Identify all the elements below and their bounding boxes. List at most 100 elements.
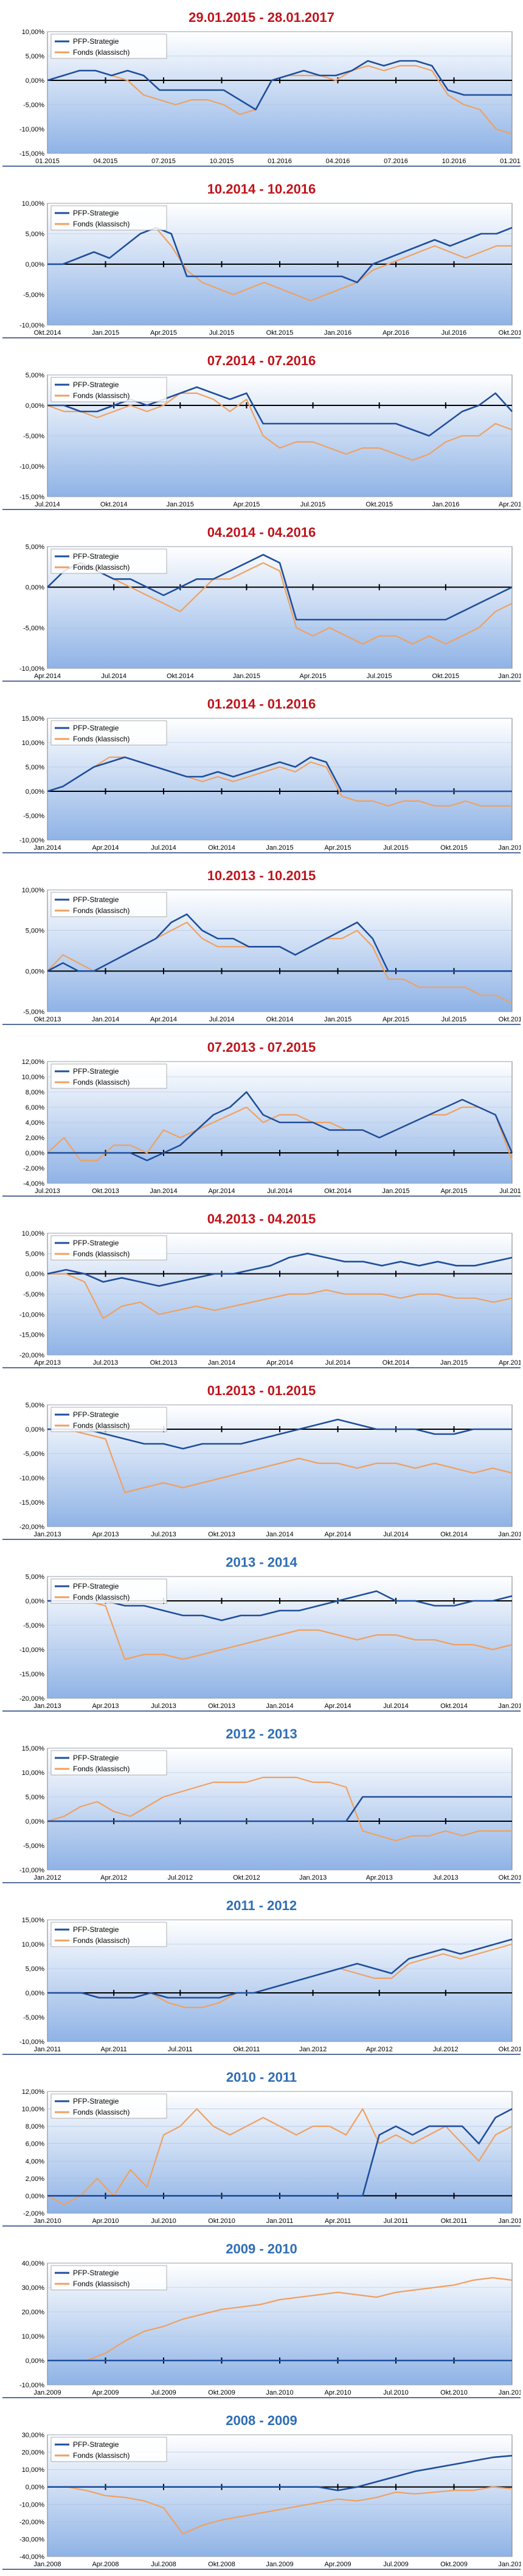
y-tick-label: 10,00% bbox=[22, 1230, 45, 1237]
chart-title: 2011 - 2012 bbox=[226, 1898, 297, 1913]
chart-panel: 07.2013 - 07.2015 -4,00% -2,00% 0,00% 2,00% 4… bbox=[2, 1034, 521, 1197]
x-tick-label: Apr.2014 bbox=[150, 1016, 177, 1023]
y-tick-label: 5,00% bbox=[26, 544, 44, 551]
chart-panel: 2012 - 2013 -10,00% -5,00% 0,00% 5,00% 10,00%… bbox=[2, 1720, 521, 1883]
legend-box bbox=[50, 1750, 167, 1776]
y-tick-label: 0,00% bbox=[26, 1818, 44, 1825]
y-tick-label: -10,00% bbox=[19, 126, 44, 133]
x-tick-label: Jul.2013 bbox=[433, 1874, 459, 1881]
chart-svg: 10.2014 - 10.2016 -10,00% -5,00% 0,00% 5,00%… bbox=[2, 181, 521, 338]
x-tick-label: Jul.2008 bbox=[151, 2561, 176, 2568]
x-tick-label: Jan.2014 bbox=[150, 1188, 177, 1195]
x-tick-label: 10.2016 bbox=[442, 158, 466, 165]
x-tick-label: Jul.2012 bbox=[433, 2046, 459, 2053]
x-tick-label: Apr.2014 bbox=[324, 1531, 351, 1538]
x-tick-label: Jul.2015 bbox=[209, 329, 235, 337]
legend-label-fund: Fonds (klassisch) bbox=[73, 48, 130, 57]
legend-label-strategy: PFP-Strategie bbox=[73, 37, 119, 46]
y-tick-label: 10,00% bbox=[22, 740, 45, 747]
x-tick-label: Apr.2013 bbox=[92, 1531, 119, 1538]
x-tick-label: Jul.2010 bbox=[151, 2217, 176, 2225]
series-line-fund bbox=[47, 392, 513, 461]
x-tick-label: Apr.2013 bbox=[34, 1359, 61, 1367]
x-tick-label: Jul.2014 bbox=[267, 1188, 293, 1195]
chart-title: 04.2014 - 04.2016 bbox=[207, 525, 316, 540]
y-tick-label: -15,00% bbox=[19, 150, 44, 158]
series-line-fund bbox=[47, 1106, 513, 1161]
x-tick-label: Jul.2013 bbox=[151, 1703, 176, 1710]
x-tick-label: Okt.2013 bbox=[92, 1188, 119, 1195]
legend-box bbox=[50, 205, 167, 231]
y-tick-label: -5,00% bbox=[23, 292, 44, 299]
legend-label-strategy: PFP-Strategie bbox=[73, 1239, 119, 1247]
y-tick-label: 8,00% bbox=[26, 1089, 44, 1096]
chart-title: 2010 - 2011 bbox=[226, 2070, 297, 2085]
chart-panel: 2011 - 2012 -10,00% -5,00% 0,00% 5,00% 10,00%… bbox=[2, 1892, 521, 2055]
series-line-fund bbox=[47, 1776, 512, 1842]
legend-box bbox=[50, 720, 167, 746]
y-tick-label: -5,00% bbox=[23, 102, 44, 109]
x-tick-label: Okt.2014 bbox=[208, 844, 235, 852]
x-tick-label: 10.2015 bbox=[210, 158, 234, 165]
y-tick-label: -10,00% bbox=[19, 1647, 44, 1654]
x-tick-label: Jul.2014 bbox=[325, 1359, 351, 1367]
legend-label-strategy: PFP-Strategie bbox=[73, 895, 119, 904]
legend-label-strategy: PFP-Strategie bbox=[73, 1410, 119, 1419]
x-tick-label: Jul.2014 bbox=[35, 501, 60, 508]
x-tick-label: Apr.2011 bbox=[325, 2217, 351, 2225]
y-tick-label: -10,00% bbox=[19, 665, 44, 673]
chart-svg: 2009 - 2010 -10,00% 0,00% 10,00% 20,00% 30,00… bbox=[2, 2241, 521, 2398]
series-line-fund bbox=[47, 2486, 513, 2535]
x-tick-label: Jan.2008 bbox=[33, 2561, 61, 2568]
legend-label-strategy: PFP-Strategie bbox=[73, 724, 119, 732]
x-tick-label: Jan.2011 bbox=[34, 2046, 61, 2053]
x-tick-label: Jan.2014 bbox=[266, 1531, 293, 1538]
x-tick-label: Jan.2014 bbox=[92, 1016, 119, 1023]
legend-label-fund: Fonds (klassisch) bbox=[73, 2108, 130, 2116]
x-tick-label: Okt.2016 bbox=[499, 329, 521, 337]
chart-panel: 29.01.2015 - 28.01.2017 -15,00% -10,00% -5,… bbox=[2, 4, 521, 167]
x-tick-label: Apr.2009 bbox=[324, 2561, 351, 2568]
x-tick-label: Apr.2014 bbox=[92, 844, 119, 852]
y-tick-label: 10,00% bbox=[22, 1074, 45, 1081]
legend-label-fund: Fonds (klassisch) bbox=[73, 1765, 130, 1773]
x-tick-label: Jan.2009 bbox=[33, 2389, 61, 2396]
x-tick-label: Jan.2012 bbox=[299, 2046, 327, 2053]
y-tick-label: 0,00% bbox=[26, 261, 44, 268]
x-tick-label: Jan.2015 bbox=[324, 1016, 352, 1023]
x-tick-label: Jul.2014 bbox=[383, 1703, 409, 1710]
y-tick-label: -5,00% bbox=[23, 1451, 44, 1458]
x-tick-label: 01.2015 bbox=[35, 158, 60, 165]
chart-title: 04.2013 - 04.2015 bbox=[207, 1211, 316, 1227]
x-tick-label: Jan.2013 bbox=[33, 1703, 61, 1710]
x-tick-label: Jul.2012 bbox=[167, 1874, 193, 1881]
chart-panel: 04.2013 - 04.2015 -20,00% -15,00% -10,00% -5… bbox=[2, 1205, 521, 1368]
x-tick-label: Apr.2010 bbox=[92, 2217, 119, 2225]
x-tick-label: Jan.2016 bbox=[498, 844, 521, 852]
legend-label-strategy: PFP-Strategie bbox=[73, 380, 119, 389]
x-tick-label: Apr.2014 bbox=[324, 1703, 351, 1710]
x-tick-label: Okt.2010 bbox=[208, 2217, 235, 2225]
x-tick-label: Okt.2015 bbox=[365, 501, 393, 508]
y-tick-label: 15,00% bbox=[22, 1745, 45, 1752]
chart-title: 10.2014 - 10.2016 bbox=[207, 181, 316, 197]
y-tick-label: -5,00% bbox=[23, 1291, 44, 1298]
x-tick-label: Jan.2015 bbox=[167, 501, 194, 508]
x-tick-label: Jul.2015 bbox=[383, 844, 409, 852]
y-tick-label: 30,00% bbox=[22, 2284, 45, 2292]
x-tick-label: Jul.2016 bbox=[442, 329, 467, 337]
x-tick-label: Apr.2016 bbox=[383, 329, 409, 337]
y-tick-label: 5,00% bbox=[26, 1250, 44, 1258]
y-tick-label: 20,00% bbox=[22, 2309, 45, 2316]
x-tick-label: Jan.2015 bbox=[233, 673, 260, 680]
x-tick-label: Jan.2016 bbox=[432, 501, 459, 508]
legend-box bbox=[50, 892, 167, 917]
legend-label-fund: Fonds (klassisch) bbox=[73, 2451, 130, 2460]
legend-box bbox=[50, 1922, 167, 1947]
x-tick-label: Jul.2011 bbox=[384, 2217, 409, 2225]
legend-label-strategy: PFP-Strategie bbox=[73, 552, 119, 561]
legend-box bbox=[50, 2093, 167, 2119]
x-tick-label: Jan.2012 bbox=[33, 1874, 61, 1881]
chart-svg: 10.2013 - 10.2015 -5,00% 0,00% 5,00% 10,00% O… bbox=[2, 868, 521, 1025]
chart-panel: 2013 - 2014 -20,00% -15,00% -10,00% -5,00% 0,… bbox=[2, 1549, 521, 1712]
